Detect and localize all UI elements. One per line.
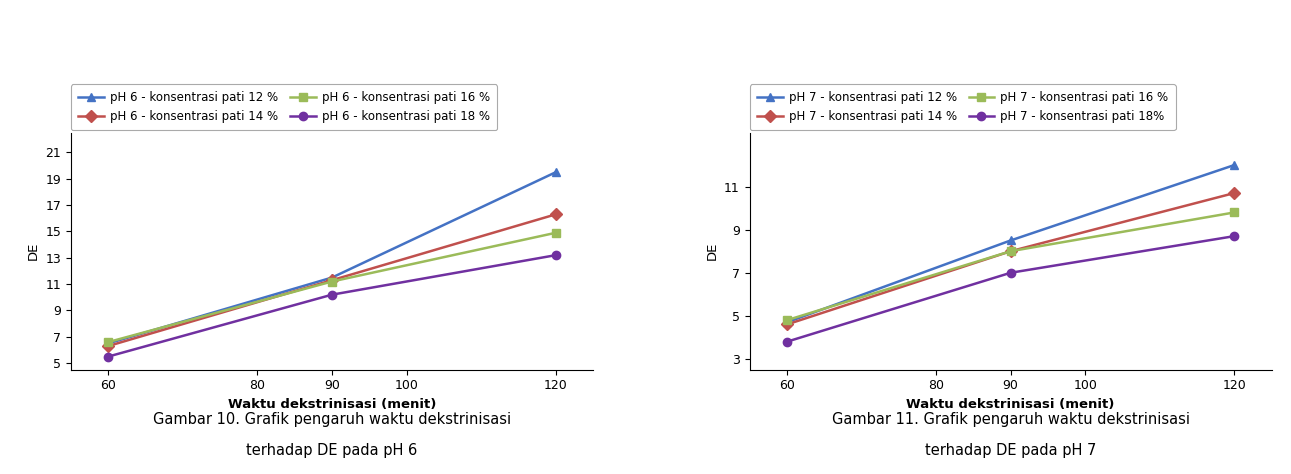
pH 7 - konsentrasi pati 18% — [780, 339, 795, 345]
pH 7 - konsentrasi pati 16 % — [1226, 210, 1242, 215]
pH 6 - konsentrasi pati 18 % — [101, 354, 116, 359]
pH 6 - konsentrasi pati 16 % — [101, 339, 116, 345]
Line: pH 7 - konsentrasi pati 14 %: pH 7 - konsentrasi pati 14 % — [782, 189, 1238, 328]
Y-axis label: DE: DE — [706, 242, 719, 260]
Legend: pH 7 - konsentrasi pati 12 %, pH 7 - konsentrasi pati 14 %, pH 7 - konsentrasi p: pH 7 - konsentrasi pati 12 %, pH 7 - kon… — [750, 84, 1176, 130]
pH 6 - konsentrasi pati 18 % — [324, 292, 340, 298]
Line: pH 7 - konsentrasi pati 18%: pH 7 - konsentrasi pati 18% — [782, 232, 1238, 346]
pH 7 - konsentrasi pati 16 % — [1003, 248, 1019, 254]
Line: pH 6 - konsentrasi pati 16 %: pH 6 - konsentrasi pati 16 % — [105, 228, 560, 346]
pH 6 - konsentrasi pati 18 % — [547, 252, 563, 258]
pH 7 - konsentrasi pati 16 % — [780, 317, 795, 323]
pH 7 - konsentrasi pati 12 % — [780, 319, 795, 325]
pH 7 - konsentrasi pati 14 % — [1003, 248, 1019, 254]
pH 7 - konsentrasi pati 14 % — [1226, 190, 1242, 196]
Line: pH 7 - konsentrasi pati 16 %: pH 7 - konsentrasi pati 16 % — [782, 208, 1238, 324]
pH 7 - konsentrasi pati 14 % — [780, 322, 795, 328]
Text: Gambar 10. Grafik pengaruh waktu dekstrinisasi: Gambar 10. Grafik pengaruh waktu dekstri… — [152, 412, 511, 428]
pH 7 - konsentrasi pati 12 % — [1226, 162, 1242, 168]
pH 6 - konsentrasi pati 12 % — [101, 340, 116, 346]
Line: pH 6 - konsentrasi pati 18 %: pH 6 - konsentrasi pati 18 % — [105, 251, 560, 361]
pH 6 - konsentrasi pati 12 % — [547, 169, 563, 175]
Line: pH 6 - konsentrasi pati 14 %: pH 6 - konsentrasi pati 14 % — [105, 210, 560, 350]
Legend: pH 6 - konsentrasi pati 12 %, pH 6 - konsentrasi pati 14 %, pH 6 - konsentrasi p: pH 6 - konsentrasi pati 12 %, pH 6 - kon… — [71, 84, 497, 130]
Line: pH 6 - konsentrasi pati 12 %: pH 6 - konsentrasi pati 12 % — [105, 168, 560, 347]
pH 7 - konsentrasi pati 18% — [1003, 270, 1019, 275]
pH 6 - konsentrasi pati 14 % — [101, 343, 116, 349]
pH 7 - konsentrasi pati 12 % — [1003, 237, 1019, 243]
pH 7 - konsentrasi pati 18% — [1226, 233, 1242, 239]
pH 6 - konsentrasi pati 12 % — [324, 275, 340, 281]
pH 6 - konsentrasi pati 16 % — [324, 279, 340, 284]
Line: pH 7 - konsentrasi pati 12 %: pH 7 - konsentrasi pati 12 % — [782, 161, 1238, 327]
pH 6 - konsentrasi pati 14 % — [547, 211, 563, 217]
X-axis label: Waktu dekstrinisasi (menit): Waktu dekstrinisasi (menit) — [227, 398, 436, 411]
Text: terhadap DE pada pH 7: terhadap DE pada pH 7 — [924, 443, 1096, 458]
pH 6 - konsentrasi pati 14 % — [324, 277, 340, 283]
pH 6 - konsentrasi pati 16 % — [547, 230, 563, 236]
Text: Gambar 11. Grafik pengaruh waktu dekstrinisasi: Gambar 11. Grafik pengaruh waktu dekstri… — [831, 412, 1189, 428]
Text: terhadap DE pada pH 6: terhadap DE pada pH 6 — [247, 443, 417, 458]
X-axis label: Waktu dekstrinisasi (menit): Waktu dekstrinisasi (menit) — [906, 398, 1115, 411]
Y-axis label: DE: DE — [27, 242, 40, 260]
